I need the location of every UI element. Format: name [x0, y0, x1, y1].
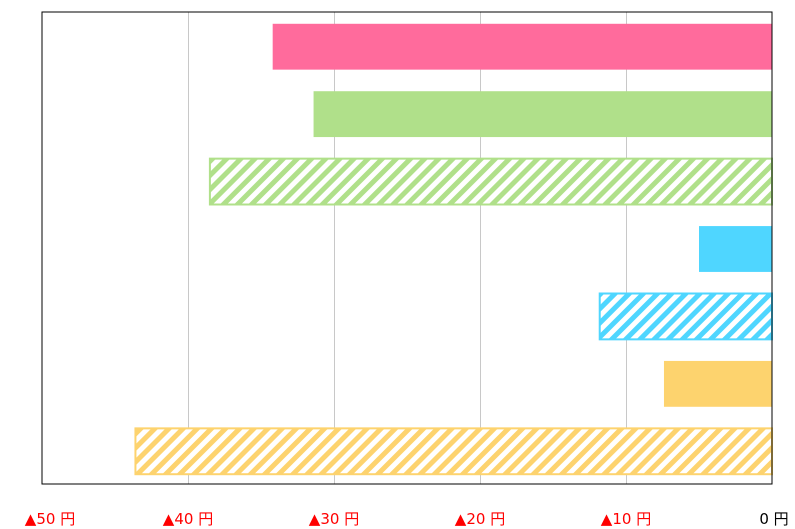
bars — [134, 23, 773, 476]
x-tick-labels: ▲50 円 ▲40 円 ▲30 円 ▲20 円 ▲10 円 0 円 — [25, 510, 789, 528]
x-tick-label: ▲20 円 — [455, 510, 505, 528]
grid-lines — [188, 12, 627, 484]
x-tick-label: ▲10 円 — [601, 510, 651, 528]
bar-solid-1 — [272, 23, 772, 70]
plot-frame — [41, 11, 773, 485]
x-tick-label: ▲40 円 — [163, 510, 213, 528]
bar-hatched-3 — [208, 157, 773, 206]
x-tick-label: ▲30 円 — [309, 510, 359, 528]
bar-solid-4 — [699, 226, 772, 272]
x-tick-label: ▲50 円 — [25, 510, 75, 528]
bar-solid-6 — [663, 360, 772, 407]
bar-hatched-7 — [134, 427, 773, 476]
bar-solid-2 — [313, 91, 772, 138]
bar-hatched-5 — [598, 292, 773, 341]
x-tick-label: 0 円 — [759, 510, 788, 528]
